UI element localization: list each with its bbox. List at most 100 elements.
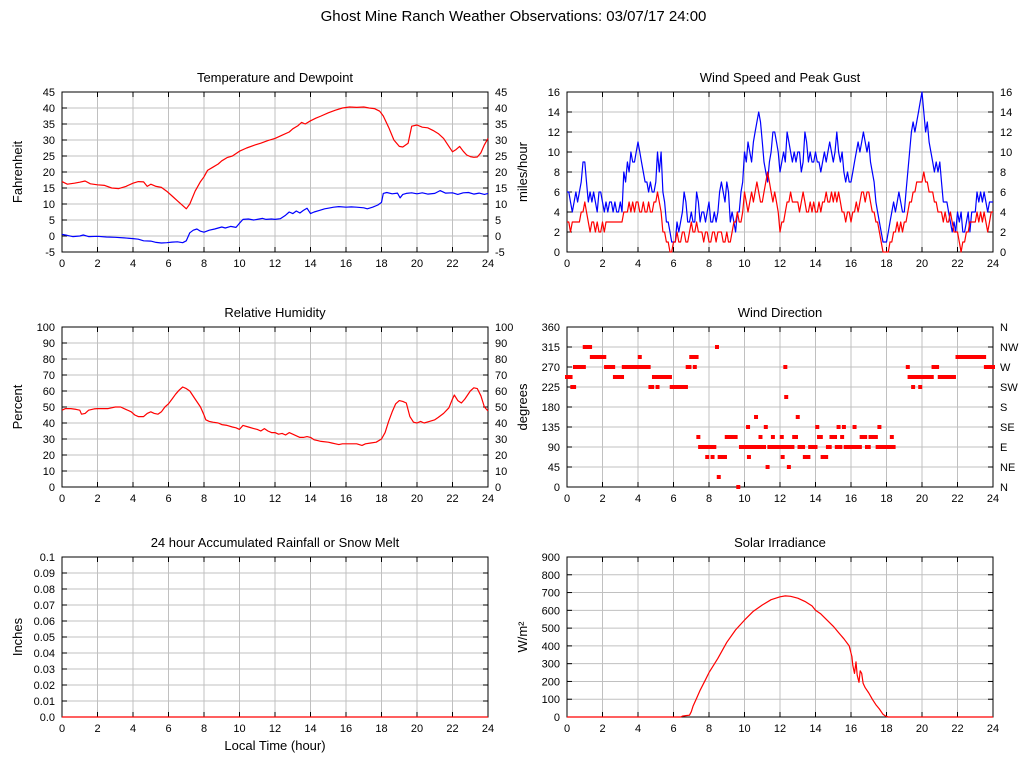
chart-wind-direction: 0 2 4 6 8 10 12 14 16 18 20 22 240459013518022527031… (515, 305, 1019, 505)
x-tick-label: 22 (446, 258, 458, 270)
x-tick-label: 16 (340, 258, 352, 270)
y-axis-label: miles/hour (515, 141, 530, 202)
data-point (991, 365, 995, 369)
data-point (581, 365, 586, 369)
y-tick-label: 0.0 (40, 712, 55, 724)
compass-label: S (1000, 402, 1007, 414)
y-tick-label-right: 10 (1000, 147, 1012, 159)
x-tick-label: 14 (304, 493, 316, 505)
y-tick-label: 0.07 (34, 600, 55, 612)
data-point (863, 435, 868, 439)
x-tick-label: 6 (670, 493, 676, 505)
data-point (602, 355, 607, 359)
y-axis-label: W/m² (515, 621, 530, 653)
y-tick-label-right: 90 (495, 338, 507, 350)
y-tick-label: 16 (548, 87, 560, 99)
x-axis-label: Local Time (hour) (224, 738, 325, 753)
x-tick-label: 10 (738, 723, 750, 735)
y-tick-label: 200 (542, 676, 560, 688)
x-tick-label: 14 (304, 258, 316, 270)
y-tick-label: 0.09 (34, 568, 55, 580)
data-point (694, 355, 699, 359)
x-tick-label: 16 (845, 493, 857, 505)
y-tick-label: 80 (43, 354, 55, 366)
compass-label: N (1000, 482, 1008, 494)
y-tick-label: 270 (542, 362, 560, 374)
x-tick-label: 2 (94, 723, 100, 735)
grid-lines (61, 91, 489, 253)
data-point (646, 365, 651, 369)
data-point (824, 455, 829, 459)
x-tick-label: 14 (809, 258, 821, 270)
y-tick-label-right: 10 (495, 199, 507, 211)
data-point (746, 425, 751, 429)
x-tick-label: 16 (845, 258, 857, 270)
y-tick-label: 45 (548, 462, 560, 474)
x-tick-label: 2 (94, 493, 100, 505)
chart-wind-speed-gust: 0 2 4 6 8 10 12 14 16 18 20 22 240246810121416024681… (515, 70, 1012, 270)
data-point (813, 445, 818, 449)
y-tick-label: 70 (43, 370, 55, 382)
y-tick-label: 90 (43, 338, 55, 350)
y-tick-label-right: 40 (495, 103, 507, 115)
y-tick-label: 360 (542, 322, 560, 334)
y-tick-label: 0.05 (34, 632, 55, 644)
data-point (653, 375, 658, 379)
y-tick-label: 100 (37, 322, 55, 334)
data-point (636, 365, 640, 369)
y-tick-label: 60 (43, 386, 55, 398)
y-tick-label: 400 (542, 641, 560, 653)
data-point (770, 435, 775, 439)
y-tick-label-right: 20 (495, 450, 507, 462)
y-tick-label: 40 (43, 103, 55, 115)
x-tick-label: 10 (738, 258, 750, 270)
chart-title: Wind Speed and Peak Gust (700, 70, 861, 85)
data-point (909, 375, 914, 379)
x-tick-label: 22 (951, 258, 963, 270)
compass-label: SW (1000, 382, 1018, 394)
chart-title: Relative Humidity (224, 305, 326, 320)
y-tick-label-right: 60 (495, 386, 507, 398)
data-point (877, 425, 882, 429)
data-point (784, 395, 789, 399)
series-peak-gust (567, 91, 993, 243)
data-point (818, 435, 823, 439)
y-tick-label: 700 (542, 588, 560, 600)
y-tick-label: 0.03 (34, 664, 55, 676)
y-tick-label-right: 5 (495, 215, 501, 227)
y-tick-label: 225 (542, 382, 560, 394)
y-tick-label: 50 (43, 402, 55, 414)
x-tick-label: 14 (809, 723, 821, 735)
x-tick-label: 20 (411, 723, 423, 735)
x-tick-label: 12 (774, 258, 786, 270)
x-tick-label: 10 (233, 258, 245, 270)
data-point (712, 445, 717, 449)
data-point (722, 455, 727, 459)
data-point (568, 375, 573, 379)
y-tick-label: 500 (542, 623, 560, 635)
y-tick-label-right: 2 (1000, 227, 1006, 239)
x-tick-label: 10 (233, 723, 245, 735)
series-dewpoint (61, 190, 489, 244)
series-direction (565, 345, 995, 489)
data-point (703, 445, 708, 449)
x-tick-label: 6 (165, 258, 171, 270)
x-tick-label: 24 (987, 723, 999, 735)
y-tick-label: 10 (548, 147, 560, 159)
x-tick-label: 4 (635, 258, 641, 270)
y-tick-label-right: 70 (495, 370, 507, 382)
x-tick-label: 4 (635, 493, 641, 505)
data-point (744, 445, 749, 449)
data-point (889, 435, 894, 439)
y-tick-label: 45 (43, 87, 55, 99)
data-point (705, 455, 710, 459)
x-tick-label: 22 (951, 723, 963, 735)
data-point (769, 445, 774, 449)
chart-rainfall: 0 2 4 6 8 10 12 14 16 18 20 22 240.00.010.020.030.04… (10, 535, 494, 753)
data-point (687, 365, 692, 369)
data-point (935, 365, 940, 369)
data-point (667, 375, 672, 379)
x-tick-label: 2 (599, 493, 605, 505)
data-point (857, 445, 862, 449)
y-tick-label-right: 10 (495, 466, 507, 478)
